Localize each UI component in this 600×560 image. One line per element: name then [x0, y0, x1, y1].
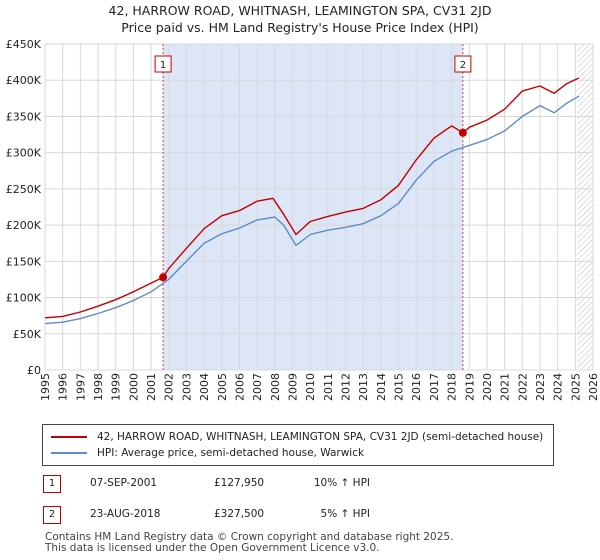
x-tick-label: 2000 — [127, 373, 140, 401]
x-tick-label: 2023 — [534, 373, 547, 401]
sale-point — [159, 273, 168, 282]
transaction-date: 07-SEP-2001 — [90, 477, 158, 489]
y-tick-label: £450K — [6, 38, 42, 51]
x-tick-label: 2012 — [340, 373, 353, 401]
legend-item-hpi: HPI: Average price, semi-detached house,… — [51, 445, 364, 461]
x-tick-label: 2021 — [499, 373, 512, 401]
chart-title: 42, HARROW ROAD, WHITNASH, LEAMINGTON SP… — [108, 3, 492, 18]
x-tick-label: 2014 — [375, 373, 388, 401]
footer: Contains HM Land Registry data © Crown c… — [45, 532, 453, 554]
x-tick-label: 2018 — [446, 373, 459, 401]
transaction-hpi: 10% ↑ HPI — [313, 477, 370, 489]
y-tick-label: £50K — [13, 328, 42, 341]
transaction-hpi: 5% ↑ HPI — [320, 508, 370, 520]
x-tick-label: 2025 — [569, 373, 582, 401]
x-tick-label: 1997 — [74, 373, 87, 401]
transaction-row: 2 23-AUG-2018 £327,500 5% ↑ HPI — [0, 506, 600, 526]
transaction-badge: 2 — [43, 506, 61, 524]
price-chart: £0 £50K £100K £150K £200K £250K £300K £350K £400… — [6, 38, 600, 401]
y-tick-label: £400K — [6, 74, 42, 87]
x-tick-label: 1995 — [39, 373, 52, 401]
x-tick-label: 2024 — [552, 373, 565, 401]
y-tick-label: £200K — [6, 219, 42, 232]
footer-license: This data is licensed under the Open Gov… — [45, 542, 380, 554]
future-hatch — [577, 44, 593, 370]
x-tick-label: 2008 — [269, 373, 282, 401]
x-tick-label: 2011 — [322, 373, 335, 401]
x-tick-label: 1998 — [92, 373, 105, 401]
y-tick-label: £0 — [27, 364, 41, 377]
ownership-shade — [163, 44, 463, 370]
chart-subtitle: Price paid vs. HM Land Registry's House … — [121, 20, 479, 35]
transaction-badge: 1 — [43, 475, 61, 493]
x-tick-label: 2005 — [216, 373, 229, 401]
sale-label: 1 — [160, 60, 166, 71]
sale-label-box — [154, 55, 172, 73]
x-tick-label: 2013 — [357, 373, 370, 401]
x-tick-label: 2020 — [481, 373, 494, 401]
x-tick-label: 2017 — [428, 373, 441, 401]
y-tick-label: £100K — [6, 292, 42, 305]
legend-label-property: 42, HARROW ROAD, WHITNASH, LEAMINGTON SP… — [97, 431, 544, 443]
x-tick-label: 2004 — [198, 373, 211, 401]
x-tick-label: 2022 — [516, 373, 529, 401]
transaction-price: £127,950 — [214, 477, 265, 489]
legend-swatch-hpi — [51, 452, 87, 454]
x-tick-label: 2015 — [393, 373, 406, 401]
transaction-price: £327,500 — [214, 508, 265, 520]
x-tick-label: 2003 — [180, 373, 193, 401]
y-tick-label: £300K — [6, 147, 42, 160]
transaction-row: 1 07-SEP-2001 £127,950 10% ↑ HPI — [0, 475, 600, 495]
x-tick-label: 2019 — [463, 373, 476, 401]
footer-copyright: Contains HM Land Registry data © Crown c… — [45, 531, 454, 543]
y-tick-label: £150K — [6, 255, 42, 268]
series-line-property — [44, 77, 580, 319]
y-tick-label: £350K — [6, 110, 42, 123]
sale-point — [458, 128, 467, 137]
legend-item-property: 42, HARROW ROAD, WHITNASH, LEAMINGTON SP… — [51, 429, 543, 445]
x-tick-label: 2006 — [233, 373, 246, 401]
x-tick-label: 1996 — [57, 373, 70, 401]
sale-label: 2 — [460, 60, 466, 71]
x-tick-label: 2002 — [163, 373, 176, 401]
sale-label-box — [454, 55, 472, 73]
x-tick-label: 2009 — [286, 373, 299, 401]
y-tick-label: £250K — [6, 183, 42, 196]
legend-swatch-property — [51, 436, 87, 438]
x-tick-label: 2001 — [145, 373, 158, 401]
transaction-date: 23-AUG-2018 — [90, 508, 161, 520]
x-tick-label: 2016 — [410, 373, 423, 401]
legend: 42, HARROW ROAD, WHITNASH, LEAMINGTON SP… — [42, 424, 554, 466]
legend-label-hpi: HPI: Average price, semi-detached house,… — [97, 447, 365, 459]
x-tick-label: 1999 — [110, 373, 123, 401]
series-line-hpi — [44, 95, 580, 325]
x-tick-label: 2007 — [251, 373, 264, 401]
x-tick-label: 2010 — [304, 373, 317, 401]
x-tick-label: 2026 — [587, 373, 600, 401]
